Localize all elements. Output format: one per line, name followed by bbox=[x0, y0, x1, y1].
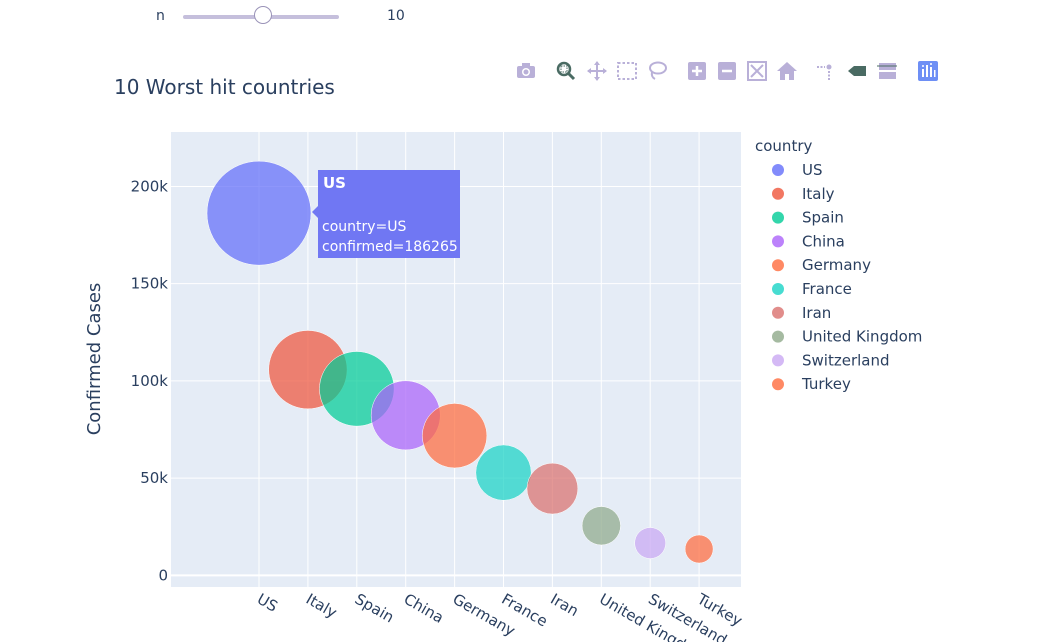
legend-label: Spain bbox=[802, 209, 844, 227]
legend-item[interactable]: France bbox=[772, 280, 852, 298]
slider-value: 10 bbox=[387, 8, 405, 24]
hover-line-confirmed: confirmed=186265 bbox=[322, 239, 458, 255]
data-point-germany[interactable] bbox=[422, 403, 488, 469]
legend: country US Italy Spain China Germany France Ir… bbox=[755, 137, 922, 393]
markers[interactable] bbox=[206, 160, 714, 564]
hover-compare-icon[interactable] bbox=[876, 60, 898, 82]
legend-item[interactable]: US bbox=[772, 161, 823, 179]
y-tick-label: 200k bbox=[131, 177, 169, 195]
legend-label: Switzerland bbox=[802, 351, 890, 369]
legend-marker bbox=[772, 330, 784, 343]
legend-title: country bbox=[755, 137, 812, 155]
legend-item[interactable]: Germany bbox=[772, 256, 871, 274]
data-point-iran[interactable] bbox=[526, 462, 579, 515]
spike-lines-icon[interactable] bbox=[814, 60, 836, 82]
legend-item[interactable]: Switzerland bbox=[772, 351, 890, 369]
hover-line-country: country=US bbox=[322, 219, 407, 235]
data-point-switzerland[interactable] bbox=[634, 527, 666, 559]
x-tick-label: US bbox=[254, 590, 281, 616]
legend-label: Germany bbox=[802, 256, 871, 274]
x-tick-label: Italy bbox=[303, 590, 340, 622]
legend-label: Turkey bbox=[801, 375, 851, 393]
zoom-out-icon[interactable] bbox=[716, 60, 738, 82]
x-tick-label: Iran bbox=[547, 590, 581, 620]
legend-marker bbox=[772, 187, 784, 200]
zoom-in-icon[interactable] bbox=[686, 60, 708, 82]
legend-marker bbox=[772, 164, 784, 176]
chart-title: 10 Worst hit countries bbox=[114, 75, 335, 99]
legend-item[interactable]: United Kingdom bbox=[772, 328, 922, 346]
plotly-logo-icon[interactable] bbox=[917, 60, 939, 82]
legend-item[interactable]: Italy bbox=[772, 185, 835, 203]
x-tick-label: Spain bbox=[352, 590, 397, 627]
data-point-france[interactable] bbox=[475, 444, 532, 501]
legend-marker bbox=[772, 378, 784, 391]
legend-marker bbox=[772, 259, 784, 272]
x-tick-label: China bbox=[401, 590, 447, 627]
slider-handle[interactable] bbox=[253, 6, 272, 24]
legend-item[interactable]: Turkey bbox=[772, 375, 851, 393]
y-tick-label: 50k bbox=[140, 469, 168, 487]
zoom-icon[interactable] bbox=[555, 60, 577, 82]
legend-label: US bbox=[802, 161, 823, 179]
hover-title: US bbox=[323, 174, 346, 192]
box-select-icon[interactable] bbox=[616, 60, 638, 82]
gridlines bbox=[171, 132, 741, 587]
legend-item[interactable]: China bbox=[772, 232, 845, 250]
slider-label: n bbox=[156, 8, 165, 24]
legend-item[interactable]: Spain bbox=[772, 209, 844, 227]
data-point-us[interactable] bbox=[206, 160, 312, 266]
autoscale-icon[interactable] bbox=[746, 60, 768, 82]
legend-label: United Kingdom bbox=[802, 328, 922, 346]
legend-marker bbox=[772, 211, 784, 224]
hover-label: US country=US confirmed=186265 bbox=[312, 170, 460, 258]
n-slider[interactable]: n 10 bbox=[150, 4, 420, 30]
legend-label: Italy bbox=[802, 185, 835, 203]
legend-item[interactable]: Iran bbox=[772, 304, 831, 322]
legend-label: China bbox=[802, 232, 845, 250]
lasso-select-icon[interactable] bbox=[646, 60, 668, 82]
hover-closest-icon[interactable] bbox=[846, 60, 868, 82]
legend-label: Iran bbox=[802, 304, 831, 322]
legend-marker bbox=[772, 235, 784, 248]
y-tick-label: 0 bbox=[158, 566, 168, 584]
legend-label: France bbox=[802, 280, 852, 298]
data-point-turkey[interactable] bbox=[684, 534, 714, 564]
reset-axes-icon[interactable] bbox=[776, 60, 798, 82]
y-axis-title: Confirmed Cases bbox=[84, 283, 105, 436]
legend-marker bbox=[772, 306, 784, 319]
y-tick-label: 100k bbox=[131, 372, 169, 390]
y-axis-ticks: 0 50k 100k 150k 200k bbox=[131, 177, 169, 584]
y-tick-label: 150k bbox=[131, 275, 169, 293]
data-point-united-kingdom[interactable] bbox=[581, 506, 621, 546]
legend-marker bbox=[772, 354, 784, 367]
legend-marker bbox=[772, 283, 784, 295]
camera-icon[interactable] bbox=[515, 60, 537, 82]
pan-icon[interactable] bbox=[586, 60, 608, 82]
